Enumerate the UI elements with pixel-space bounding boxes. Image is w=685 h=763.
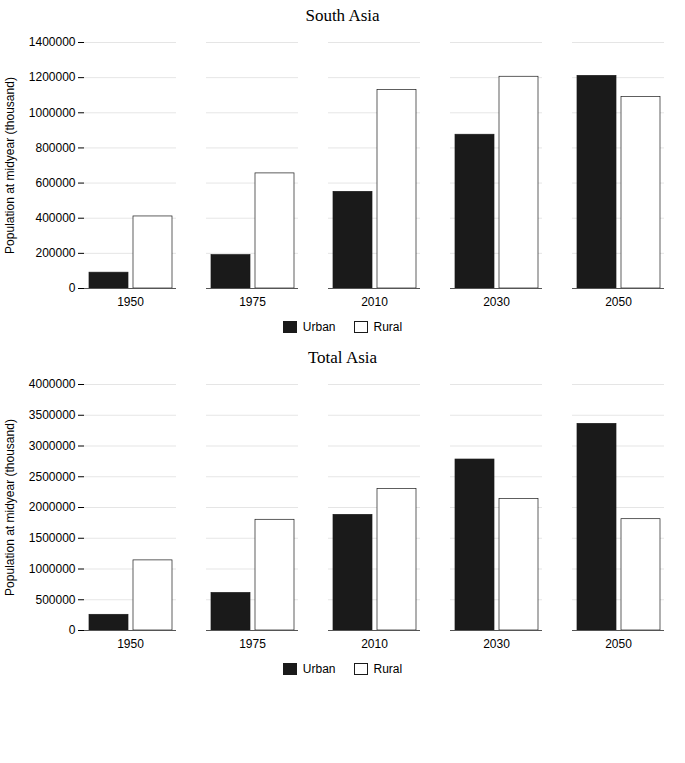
svg-text:2000000: 2000000 <box>29 500 76 514</box>
svg-text:2500000: 2500000 <box>29 470 76 484</box>
html-text:Urban: Urban <box>302 662 336 676</box>
svg-text:1500000: 1500000 <box>29 531 76 545</box>
svg-text:200000: 200000 <box>35 246 75 260</box>
svg-text:3000000: 3000000 <box>29 439 76 453</box>
svg-text:Population at midyear (thousan: Population at midyear (thousand) <box>3 77 17 254</box>
svg-text:1400000: 1400000 <box>29 35 76 49</box>
html-text:South Asia: South Asia <box>305 6 380 25</box>
svg-text:2030: 2030 <box>483 637 510 651</box>
svg-text:500000: 500000 <box>35 593 75 607</box>
svg-text:400000: 400000 <box>35 211 75 225</box>
html-text:Urban: Urban <box>302 320 336 334</box>
svg-text:1975: 1975 <box>239 295 266 309</box>
svg-text:2010: 2010 <box>361 295 388 309</box>
svg-text:1000000: 1000000 <box>29 562 76 576</box>
svg-text:600000: 600000 <box>35 176 75 190</box>
svg-text:0: 0 <box>69 623 76 637</box>
html-text:Rural: Rural <box>373 320 403 334</box>
svg-text:1975: 1975 <box>239 637 266 651</box>
svg-text:3500000: 3500000 <box>29 408 76 422</box>
svg-text:1950: 1950 <box>117 295 144 309</box>
svg-text:2030: 2030 <box>483 295 510 309</box>
html-text:Total Asia: Total Asia <box>307 348 378 367</box>
svg-text:1200000: 1200000 <box>29 70 76 84</box>
svg-text:Population at midyear (thousan: Population at midyear (thousand) <box>3 419 17 596</box>
svg-text:2050: 2050 <box>605 295 632 309</box>
html-text:Rural: Rural <box>373 662 403 676</box>
svg-text:2010: 2010 <box>361 637 388 651</box>
svg-text:4000000: 4000000 <box>29 377 76 391</box>
svg-text:800000: 800000 <box>35 141 75 155</box>
svg-text:2050: 2050 <box>605 637 632 651</box>
svg-text:1000000: 1000000 <box>29 106 76 120</box>
svg-text:0: 0 <box>69 281 76 295</box>
svg-text:1950: 1950 <box>117 637 144 651</box>
